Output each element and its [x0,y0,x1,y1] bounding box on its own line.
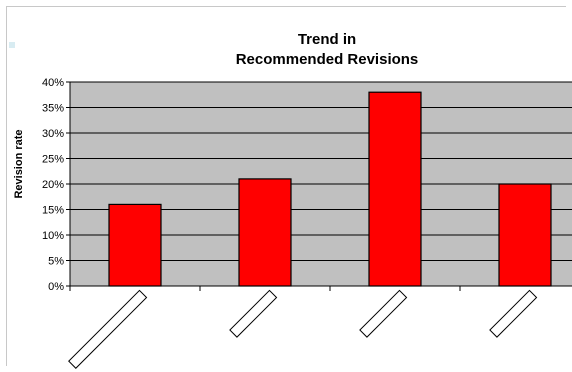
x-category-label [359,289,408,338]
bar [108,203,162,287]
chart-title-line-2: Recommended Revisions [236,51,419,68]
category-label-box [229,289,278,338]
bar [238,178,292,287]
y-tick-label: 30% [42,128,64,140]
y-tick-label: 0% [48,281,64,293]
y-axis-title: Revision rate [13,129,25,198]
x-category-label [68,289,148,369]
y-tick-label: 5% [48,256,64,268]
y-tick-label: 15% [42,205,64,217]
category-label-box [68,289,148,369]
category-label-box [359,289,408,338]
y-tick-label: 40% [42,77,64,89]
y-tick-label: 10% [42,230,64,242]
x-axis [68,285,572,369]
y-tick-label: 20% [42,179,64,191]
x-category-label [229,289,278,338]
corner-marker [9,42,15,48]
bars [108,91,552,287]
bar [498,183,552,287]
bar [368,91,422,287]
category-label-box [489,289,538,338]
chart-title-line-1: Trend in [298,31,356,48]
chart-frame [6,6,566,366]
y-tick-labels: 0% 5% 10% 15% 20% 25% 30% 35% 40% [42,77,71,293]
y-tick-label: 25% [42,154,64,166]
y-tick-label: 35% [42,103,64,115]
x-category-label [489,289,538,338]
